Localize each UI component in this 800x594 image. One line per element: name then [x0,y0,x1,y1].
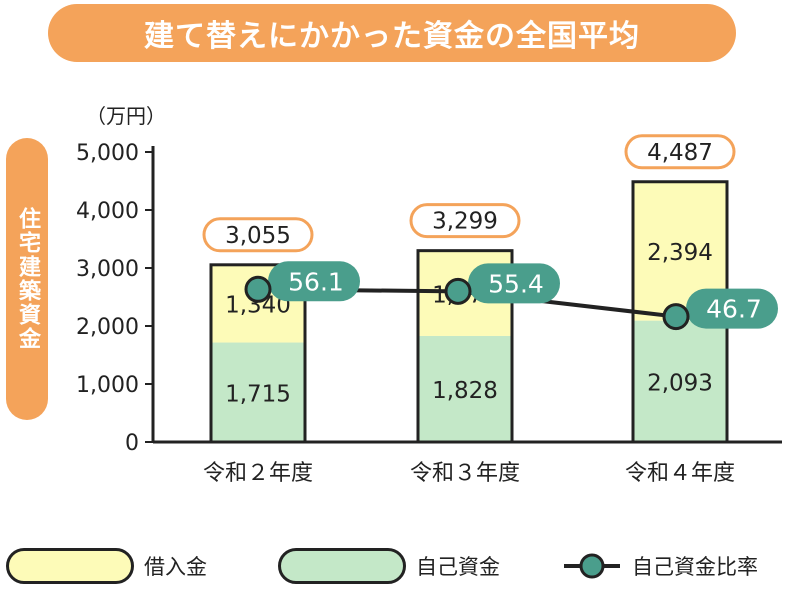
total-badge [202,217,314,253]
ratio-value-badge [268,261,360,302]
total-badge [624,134,736,170]
legend-item-ratio: 自己資金比率 [562,548,758,584]
x-category-label: 令和４年度 [625,461,735,486]
ratio-value-label: 56.1 [288,267,344,296]
legend-line-marker [564,553,620,579]
legend-swatch-borrowed [6,548,134,584]
bar-outline [209,263,307,444]
y-tick-label: 2,000 [76,315,139,340]
data-label-own-funds: 1,828 [432,378,498,404]
bar-own-funds [418,335,512,442]
legend-swatch-own-funds [278,548,406,584]
data-label-own-funds: 2,093 [647,370,713,396]
ratio-value-label: 46.7 [706,295,762,324]
chart-title: 建て替えにかかった資金の全国平均 [48,4,736,62]
total-label: 3,055 [225,223,291,249]
total-label: 3,299 [432,209,498,235]
total-badge [409,203,521,239]
y-tick-label: 1,000 [76,373,139,398]
legend-label-own-funds: 自己資金 [416,555,500,579]
ratio-point [662,303,690,331]
legend-item-borrowed: 借入金 [6,548,207,584]
data-label-borrowed: 2,394 [647,240,713,266]
x-category-label: 令和３年度 [410,461,520,486]
data-label-own-funds: 1,715 [225,381,291,407]
legend-item-own-funds: 自己資金 [278,548,500,584]
ratio-point [444,277,472,305]
y-tick-label: 3,000 [76,257,139,282]
y-tick-label: 4,000 [76,199,139,224]
legend-label-ratio: 自己資金比率 [632,555,758,579]
bar-own-funds [211,342,305,442]
y-axis-label: 住宅建築資金 [6,138,48,420]
ratio-value-badge [686,288,778,329]
x-category-label: 令和２年度 [203,461,313,486]
y-tick-label: 0 [125,431,139,456]
ratio-value-badge [468,263,560,304]
legend-label-borrowed: 借入金 [144,555,207,579]
y-tick-label: 5,000 [76,141,139,166]
y-axis-unit: （万円） [86,104,166,128]
ratio-point [244,275,272,303]
bar-own-funds [633,320,727,442]
total-label: 4,487 [647,140,713,166]
bar-outline [416,249,514,444]
ratio-value-label: 55.4 [488,269,544,298]
